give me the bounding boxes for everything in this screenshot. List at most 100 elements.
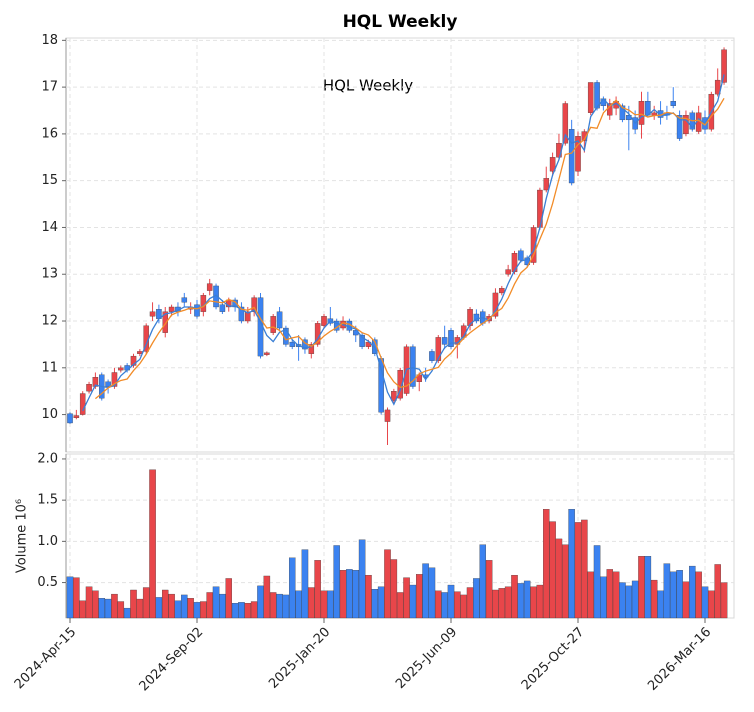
candle-body bbox=[651, 112, 657, 116]
y-tick-label: 18 bbox=[41, 33, 58, 48]
volume-bar bbox=[644, 556, 652, 619]
volume-bar bbox=[365, 574, 372, 619]
candle-body bbox=[149, 311, 156, 317]
volume-bar bbox=[422, 563, 429, 619]
y-tick-label: 17 bbox=[41, 80, 58, 95]
volume-bar bbox=[263, 575, 271, 619]
volume-bar bbox=[85, 586, 93, 619]
volume-bar bbox=[161, 589, 169, 619]
volume-bar bbox=[219, 593, 226, 619]
candle-body bbox=[130, 355, 137, 366]
volume-bar bbox=[435, 590, 442, 619]
candle-body bbox=[467, 309, 473, 326]
candle-body bbox=[118, 367, 124, 371]
volume-bar bbox=[181, 594, 188, 619]
volume-bar bbox=[396, 592, 404, 619]
volume-bar bbox=[238, 602, 245, 619]
candle-body bbox=[619, 105, 626, 121]
volume-bar bbox=[314, 560, 321, 619]
candle-body bbox=[543, 178, 550, 191]
volume-bar bbox=[663, 563, 671, 619]
volume-bar bbox=[562, 544, 569, 619]
volume-bar bbox=[485, 560, 493, 619]
candle-body bbox=[168, 306, 175, 312]
x-tick-label: 2025-Jan-20 bbox=[266, 625, 333, 692]
volume-bar bbox=[403, 577, 410, 619]
volume-bar bbox=[377, 586, 385, 619]
volume-bar bbox=[574, 522, 582, 619]
candle-body bbox=[397, 369, 403, 399]
volume-bar bbox=[460, 594, 467, 619]
candle-body bbox=[670, 101, 677, 106]
volume-bar bbox=[301, 549, 309, 619]
volume-bar bbox=[549, 521, 556, 619]
volume-bar bbox=[104, 598, 112, 619]
candle-body bbox=[518, 250, 524, 261]
volume-bar bbox=[415, 574, 423, 619]
volume-bar bbox=[600, 576, 607, 619]
volume-bar bbox=[384, 549, 391, 619]
volume-bar bbox=[612, 571, 620, 619]
volume-bar bbox=[155, 597, 163, 619]
candle-body bbox=[549, 157, 556, 172]
candle-body bbox=[232, 299, 238, 308]
volume-bar bbox=[428, 567, 436, 619]
chart-title: HQL Weekly bbox=[343, 12, 458, 32]
candle-body bbox=[429, 351, 435, 361]
y-tick-label: 13 bbox=[41, 267, 58, 282]
volume-bar bbox=[244, 603, 252, 619]
volume-bar bbox=[625, 585, 633, 619]
candle-body bbox=[721, 49, 727, 83]
candle-body bbox=[638, 101, 645, 125]
candle-body bbox=[162, 311, 168, 333]
volume-bar bbox=[371, 589, 379, 619]
volume-bar bbox=[339, 570, 347, 619]
volume-bar bbox=[492, 589, 499, 619]
volume-bar bbox=[708, 590, 715, 619]
volume-bar bbox=[168, 593, 175, 619]
volume-bar bbox=[111, 593, 118, 619]
candle-body bbox=[219, 304, 226, 312]
x-tick-label: 2024-Sep-02 bbox=[137, 625, 207, 695]
volume-bar bbox=[454, 591, 461, 619]
volume-bar bbox=[447, 584, 455, 619]
volume-bar bbox=[174, 600, 182, 619]
moving-average-line bbox=[82, 74, 725, 412]
candle-body bbox=[435, 337, 442, 361]
volume-bar bbox=[123, 607, 131, 619]
candle-body bbox=[264, 352, 270, 355]
candle-body bbox=[587, 82, 594, 113]
y-tick-label: 1.0 bbox=[37, 534, 58, 549]
candle-body bbox=[137, 351, 143, 354]
volume-bar bbox=[142, 587, 150, 619]
volume-bar bbox=[276, 593, 283, 619]
candle-body bbox=[410, 346, 416, 387]
x-tick-label: 2026-Mar-16 bbox=[645, 625, 714, 694]
volume-bar bbox=[409, 584, 417, 619]
volume-bar bbox=[79, 600, 86, 619]
volume-bar bbox=[187, 598, 194, 619]
y-tick-label: 11 bbox=[41, 360, 58, 375]
volume-bar bbox=[212, 586, 220, 619]
candle-body bbox=[105, 381, 111, 387]
volume-bar bbox=[136, 598, 144, 619]
volume-bar bbox=[581, 519, 588, 619]
volume-bar bbox=[536, 584, 544, 619]
candle-body bbox=[321, 316, 327, 326]
volume-bar bbox=[352, 570, 359, 619]
volume-bar bbox=[511, 574, 518, 619]
volume-bar bbox=[523, 580, 531, 619]
volume-bar bbox=[333, 545, 340, 619]
volume-bar bbox=[98, 598, 106, 619]
volume-bar bbox=[676, 570, 683, 619]
candle-body bbox=[683, 115, 689, 135]
volume-bar bbox=[638, 556, 645, 619]
volume-bar bbox=[720, 582, 728, 619]
volume-bar bbox=[206, 592, 213, 619]
volume-bar bbox=[568, 509, 575, 619]
y-tick-label: 15 bbox=[41, 173, 58, 188]
candle-body bbox=[676, 115, 683, 139]
volume-bar bbox=[530, 586, 537, 619]
candle-body bbox=[276, 311, 283, 329]
volume-bar bbox=[250, 601, 258, 619]
